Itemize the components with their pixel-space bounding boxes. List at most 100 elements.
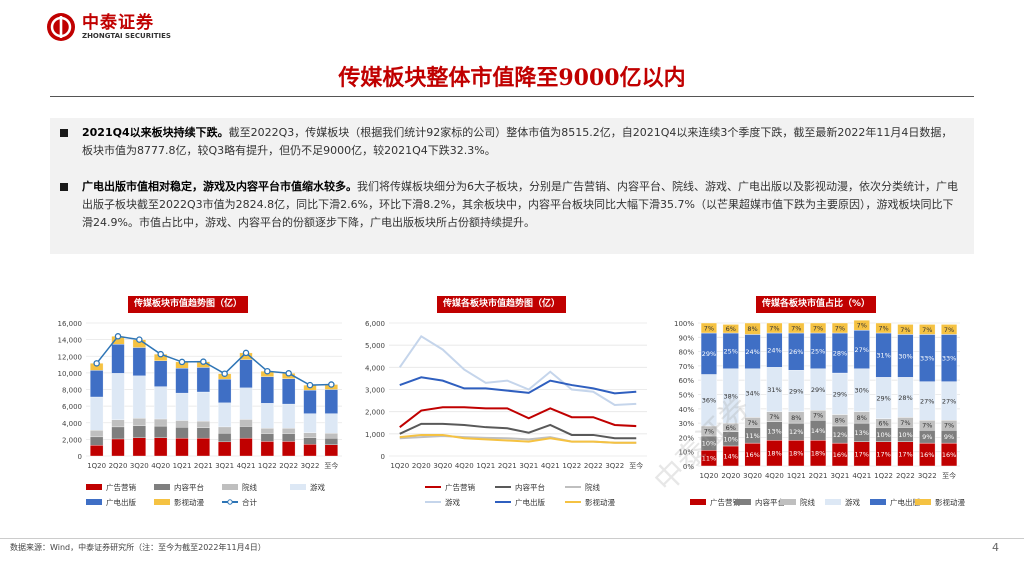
data-label: 7% — [922, 326, 932, 334]
bar-segment-影视动漫 — [897, 324, 914, 335]
legend-label: 院线 — [585, 482, 600, 492]
total-point — [178, 358, 186, 366]
bar-segment-影视动漫 — [766, 322, 783, 334]
data-label: 16% — [942, 451, 956, 459]
y-tick-label: 20% — [678, 434, 694, 442]
bar-segment-内容平台 — [175, 427, 189, 439]
x-tick-label: 1Q21 — [787, 472, 806, 480]
y-tick-label: 60% — [678, 377, 694, 385]
data-label: 29% — [702, 350, 716, 358]
bullet-2-text: 我们将传媒板块细分为6大子板块，分别是广告营销、内容平台、院线、游戏、广电出版以… — [82, 180, 958, 229]
x-tick-label: 3Q21 — [519, 462, 538, 470]
bar-segment-广告营销 — [303, 444, 317, 457]
bar-segment-内容平台 — [239, 426, 253, 439]
data-label: 17% — [898, 450, 912, 458]
data-label: 7% — [922, 422, 932, 430]
data-label: 10% — [876, 431, 890, 439]
legend-label: 广电出版 — [890, 497, 920, 507]
data-label: 16% — [745, 451, 759, 459]
data-label: 28% — [833, 350, 847, 358]
line-影视动漫 — [399, 433, 637, 444]
data-label: 16% — [920, 451, 934, 459]
legend-label: 游戏 — [845, 497, 860, 507]
data-label: 29% — [789, 387, 803, 395]
data-label: 26% — [789, 348, 803, 356]
bar-segment-院线 — [196, 420, 210, 428]
data-label: 7% — [944, 422, 954, 430]
bar-segment-游戏 — [239, 387, 253, 420]
bar-segment-广电出版 — [196, 367, 210, 393]
bar-segment-广电出版 — [90, 370, 104, 398]
data-label: 12% — [789, 428, 803, 436]
y-tick-label: 14,000 — [58, 337, 83, 345]
bar-segment-游戏 — [260, 403, 274, 429]
data-label: 18% — [811, 450, 825, 458]
x-tick-label: 4Q21 — [237, 462, 256, 470]
chart-2-title: 传媒各板块市值趋势图（亿） — [437, 296, 567, 313]
bar-segment-广告营销 — [282, 441, 296, 457]
y-tick-label: 6,000 — [62, 403, 82, 411]
bullet-1-heading: 2021Q4以来板块持续下跌。 — [82, 126, 229, 139]
line-游戏 — [398, 334, 637, 407]
data-label: 16% — [833, 451, 847, 459]
x-tick-label: 2Q21 — [498, 462, 517, 470]
x-tick-label: 1Q20 — [390, 462, 409, 470]
data-label: 27% — [855, 346, 869, 354]
legend-swatch-院线 — [780, 499, 796, 505]
bar-segment-游戏 — [324, 413, 338, 434]
x-tick-label: 1Q21 — [476, 462, 495, 470]
bar-segment-广电出版 — [218, 378, 232, 403]
data-label: 25% — [811, 347, 825, 355]
data-label: 9% — [944, 433, 954, 441]
bar-segment-影视动漫 — [722, 324, 739, 334]
legend-label: 广告营销 — [445, 482, 475, 492]
x-tick-label: 2Q21 — [194, 462, 213, 470]
x-tick-label: 2Q22 — [279, 462, 298, 470]
line-内容平台 — [399, 422, 637, 440]
bar-segment-游戏 — [132, 375, 146, 419]
y-tick-label: 0 — [381, 453, 385, 461]
bar-segment-影视动漫 — [919, 324, 936, 335]
bar-segment-广电出版 — [239, 359, 253, 388]
data-label: 27% — [920, 397, 934, 405]
x-tick-label: 2Q21 — [809, 472, 828, 480]
data-label: 7% — [704, 325, 714, 333]
legend-label: 广告营销 — [106, 482, 136, 492]
total-point — [157, 350, 164, 358]
y-tick-label: 4,000 — [365, 364, 385, 372]
data-label: 10% — [724, 435, 738, 443]
bar-segment-广告营销 — [175, 437, 189, 457]
bullet-2-heading: 广电出版市值相对稳定，游戏及内容平台市值缩水较多。 — [82, 180, 357, 193]
legend-swatch-内容平台 — [735, 499, 751, 505]
x-tick-label: 2Q20 — [412, 462, 431, 470]
data-label: 7% — [813, 412, 823, 420]
bar-segment-广电出版 — [303, 389, 317, 414]
total-point — [114, 333, 122, 340]
bar-segment-广电出版 — [260, 376, 274, 404]
data-label: 28% — [898, 394, 912, 402]
data-label: 8% — [835, 417, 845, 425]
footer-divider — [0, 538, 1024, 539]
data-label: 6% — [878, 420, 888, 428]
legend-label: 广告营销 — [710, 497, 740, 507]
legend-label: 院线 — [242, 482, 257, 492]
legend-label: 内容平台 — [515, 482, 545, 492]
bar-segment-广告营销 — [324, 444, 338, 457]
legend-marker — [227, 499, 233, 505]
x-tick-label: 至今 — [324, 461, 338, 470]
bar-segment-广电出版 — [132, 347, 146, 376]
bar-segment-广电出版 — [282, 378, 296, 405]
total-point — [221, 370, 228, 377]
data-label: 31% — [876, 352, 890, 360]
legend-label: 合计 — [242, 497, 257, 507]
data-label: 9% — [922, 433, 932, 441]
y-tick-label: 70% — [678, 363, 694, 371]
data-label: 7% — [813, 325, 823, 333]
bar-segment-游戏 — [90, 396, 104, 431]
total-point — [285, 370, 292, 377]
data-label: 25% — [724, 347, 738, 355]
x-tick-label: 4Q21 — [852, 472, 871, 480]
summary-box: 2021Q4以来板块持续下跌。截至2022Q3，传媒板块（根据我们统计92家标的… — [50, 118, 974, 254]
legend-swatch-广电出版 — [86, 499, 102, 505]
